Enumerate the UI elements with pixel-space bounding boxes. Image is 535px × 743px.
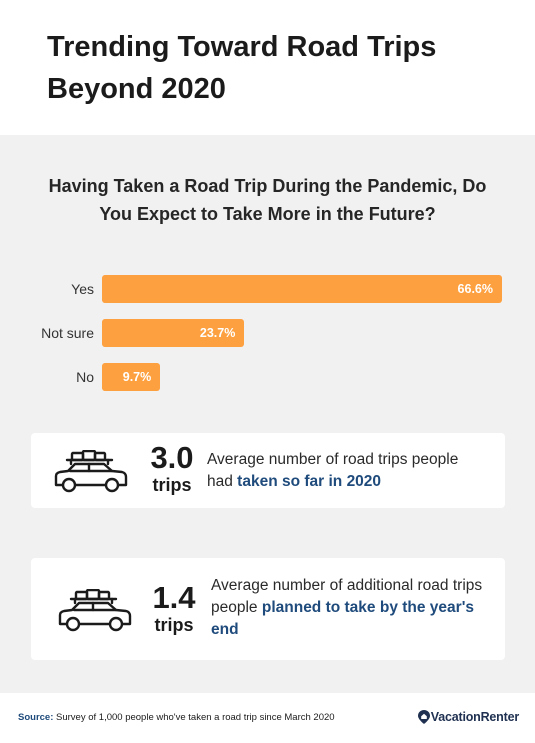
- bar: 66.6%: [102, 275, 502, 303]
- car-with-luggage-icon: [56, 589, 134, 633]
- stat-value: 3.0: [142, 442, 202, 474]
- bar-category-label: No: [0, 363, 94, 391]
- header: Trending Toward Road Trips Beyond 2020: [0, 0, 535, 135]
- stat-value-block: 3.0 trips: [142, 442, 202, 496]
- footer: Source: Survey of 1,000 people who've ta…: [0, 693, 535, 743]
- bar: 9.7%: [102, 363, 160, 391]
- car-with-luggage-icon: [52, 450, 130, 494]
- stat-unit: trips: [142, 474, 202, 496]
- bar-category-label: Yes: [0, 275, 94, 303]
- stat-description: Average number of additional road trips …: [211, 575, 493, 641]
- content-panel: Having Taken a Road Trip During the Pand…: [0, 135, 535, 693]
- bar-row: Not sure 23.7%: [0, 319, 535, 347]
- bar-row: No 9.7%: [0, 363, 535, 391]
- brand-logo: VacationRenter: [417, 708, 519, 726]
- source-note: Source: Survey of 1,000 people who've ta…: [18, 711, 335, 725]
- stat-description-highlight: taken so far in 2020: [237, 473, 381, 490]
- page-title: Trending Toward Road Trips Beyond 2020: [47, 26, 507, 110]
- source-label: Source:: [18, 712, 53, 723]
- bar-value-label: 9.7%: [123, 363, 152, 391]
- stat-unit: trips: [146, 614, 202, 636]
- bar: 23.7%: [102, 319, 244, 347]
- chart-title: Having Taken a Road Trip During the Pand…: [40, 172, 495, 228]
- stat-card-so-far: 3.0 trips Average number of road trips p…: [31, 433, 505, 508]
- bar-value-label: 66.6%: [458, 275, 493, 303]
- source-text: Survey of 1,000 people who've taken a ro…: [53, 712, 334, 723]
- bar-category-label: Not sure: [0, 319, 94, 347]
- brand-name: VacationRenter: [431, 710, 519, 724]
- stat-card-planned: 1.4 trips Average number of additional r…: [31, 558, 505, 660]
- stat-description: Average number of road trips people had …: [207, 449, 487, 493]
- stat-value-block: 1.4 trips: [146, 582, 202, 636]
- bar-chart: Yes 66.6% Not sure 23.7% No 9.7%: [0, 275, 535, 405]
- bar-value-label: 23.7%: [200, 319, 235, 347]
- bar-row: Yes 66.6%: [0, 275, 535, 303]
- map-pin-icon: [417, 709, 431, 725]
- stat-value: 1.4: [146, 582, 202, 614]
